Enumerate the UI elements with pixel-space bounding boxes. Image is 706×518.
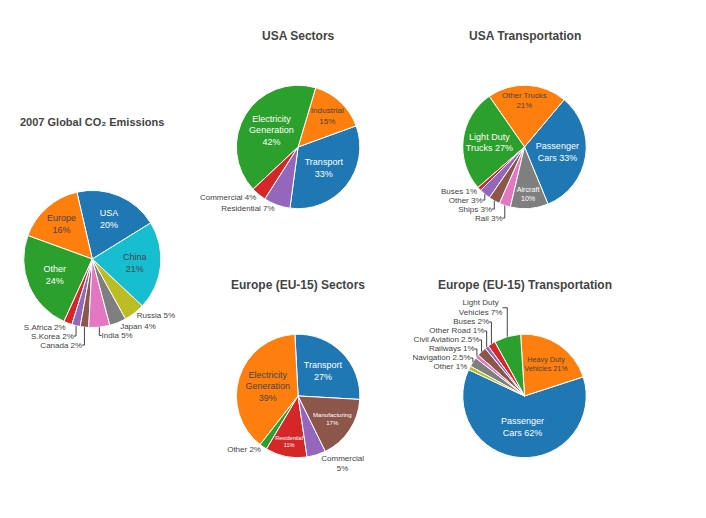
svg-text:PassengerCars 33%: PassengerCars 33% <box>536 141 579 163</box>
svg-text:Europe16%: Europe16% <box>47 213 76 235</box>
svg-text:Transport33%: Transport33% <box>305 157 344 179</box>
svg-text:USA Sectors: USA Sectors <box>262 29 335 43</box>
svg-text:Residential11%: Residential11% <box>275 435 303 448</box>
svg-text:S.Korea 2%: S.Korea 2% <box>31 332 74 341</box>
svg-text:Heavy DutyVehicles 21%: Heavy DutyVehicles 21% <box>524 355 568 373</box>
svg-text:Other 2%: Other 2% <box>227 445 261 454</box>
svg-text:PassengerCars 62%: PassengerCars 62% <box>501 416 544 438</box>
svg-text:Industrial15%: Industrial15% <box>311 106 344 126</box>
svg-text:USA Transportation: USA Transportation <box>469 29 581 43</box>
svg-text:Other Trucks21%: Other Trucks21% <box>502 91 547 110</box>
svg-text:Commercial 4%: Commercial 4% <box>200 193 256 202</box>
svg-text:Japan 4%: Japan 4% <box>120 322 156 331</box>
svg-text:Buses 1%: Buses 1% <box>441 187 477 196</box>
svg-text:Other 3%: Other 3% <box>449 196 483 205</box>
svg-text:ElectricityGeneration39%: ElectricityGeneration39% <box>245 370 290 403</box>
svg-text:Other Road 1%: Other Road 1% <box>429 326 484 335</box>
svg-text:Residential 7%: Residential 7% <box>221 204 274 213</box>
svg-text:China21%: China21% <box>123 252 147 274</box>
svg-text:India 5%: India 5% <box>102 331 133 340</box>
svg-text:Navigation 2.5%: Navigation 2.5% <box>412 353 470 362</box>
svg-text:Commercial5%: Commercial5% <box>321 454 364 473</box>
svg-text:2007 Global CO₂ Emissions: 2007 Global CO₂ Emissions <box>20 116 164 128</box>
svg-text:Civil Aviation 2.5%: Civil Aviation 2.5% <box>414 335 480 344</box>
svg-text:USA20%: USA20% <box>100 208 119 230</box>
svg-text:Canada 2%: Canada 2% <box>40 341 82 350</box>
svg-text:Europe (EU-15) Sectors: Europe (EU-15) Sectors <box>231 278 365 292</box>
svg-text:Aircraft10%: Aircraft10% <box>517 186 540 203</box>
svg-text:Rail 3%: Rail 3% <box>475 214 503 223</box>
svg-text:Other 1%: Other 1% <box>433 362 467 371</box>
svg-text:ElectricityGeneration42%: ElectricityGeneration42% <box>249 114 294 147</box>
svg-text:Ships 3%: Ships 3% <box>458 205 492 214</box>
svg-text:Light DutyVehicles 7%: Light DutyVehicles 7% <box>459 298 503 317</box>
svg-text:Russia 5%: Russia 5% <box>137 311 175 320</box>
svg-text:Other24%: Other24% <box>43 264 66 286</box>
svg-text:S.Africa 2%: S.Africa 2% <box>24 323 66 332</box>
svg-text:Buses 2%: Buses 2% <box>453 317 489 326</box>
svg-text:Light DutyTrucks 27%: Light DutyTrucks 27% <box>466 132 513 154</box>
svg-text:Railways 1%: Railways 1% <box>429 344 475 353</box>
svg-text:Transport27%: Transport27% <box>304 360 343 382</box>
svg-text:Europe (EU-15) Transportation: Europe (EU-15) Transportation <box>438 278 612 292</box>
svg-text:Manufacturing17%: Manufacturing17% <box>313 411 352 426</box>
